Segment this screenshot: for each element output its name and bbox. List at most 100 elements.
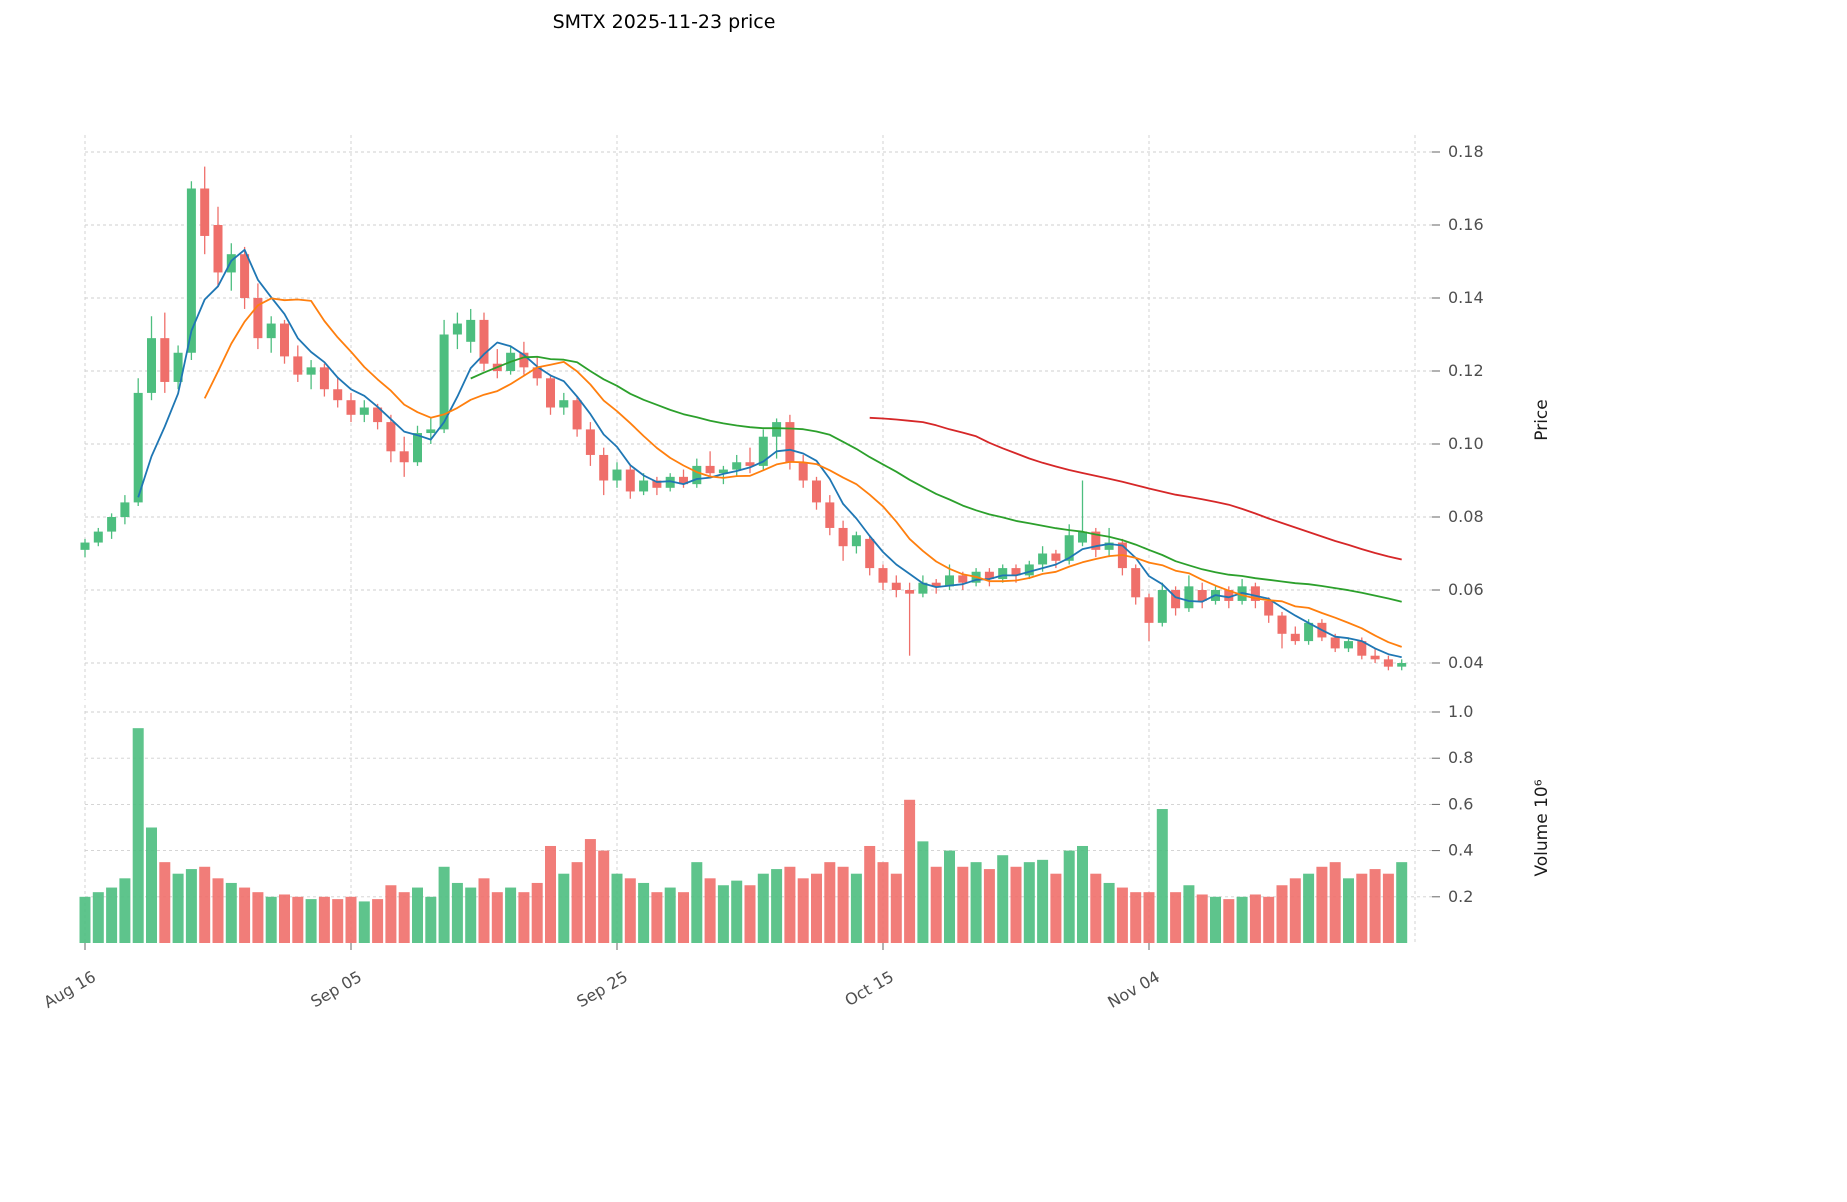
- volume-bar-down: [784, 866, 796, 943]
- candle-up: [1157, 590, 1167, 623]
- volume-bar-up: [451, 882, 463, 943]
- volume-bar-down: [292, 896, 304, 943]
- volume-bar-down: [1382, 873, 1394, 943]
- candle-up: [466, 319, 476, 342]
- candle-up: [732, 462, 742, 470]
- volume-bar-down: [1289, 878, 1301, 943]
- candle-down: [319, 367, 329, 390]
- volume-bar-up: [119, 878, 131, 943]
- volume-bar-down: [1369, 869, 1381, 943]
- volume-bar-down: [811, 873, 822, 943]
- volume-bar-down: [1143, 892, 1155, 943]
- candle-down: [865, 538, 875, 569]
- volume-bar-up: [757, 873, 769, 943]
- volume-bar-up: [1063, 850, 1075, 943]
- volume-bar-down: [385, 885, 397, 943]
- volume-bar-down: [571, 862, 583, 943]
- volume-bar-down: [1050, 873, 1062, 943]
- volume-bar-down: [890, 873, 902, 943]
- candle-up: [772, 422, 782, 437]
- volume-bar-up: [79, 896, 91, 943]
- volume-axis-label: Volume 10⁶: [1532, 779, 1552, 876]
- candle-up: [758, 436, 768, 466]
- volume-bar-down: [279, 894, 290, 943]
- volume-bar-down: [372, 899, 384, 943]
- candle-down: [333, 389, 343, 401]
- volume-bar-down: [531, 882, 543, 943]
- candle-up: [173, 352, 183, 382]
- volume-bar-down: [1329, 862, 1341, 943]
- volume-bar-up: [970, 862, 982, 943]
- ma-line-30: [470, 355, 1402, 603]
- price-tick-label: 0.08: [1448, 507, 1484, 526]
- volume-bar-up: [185, 869, 197, 943]
- chart-title: SMTX 2025-11-23 price: [553, 11, 776, 33]
- volume-bar-up: [771, 869, 783, 943]
- candle-down: [532, 367, 542, 379]
- ma-line-60: [869, 416, 1402, 561]
- candle-down: [785, 422, 795, 463]
- candle-down: [1290, 633, 1300, 642]
- candle-down: [878, 568, 888, 583]
- volume-bar-up: [558, 873, 570, 943]
- date-tick-label: Sep 25: [573, 967, 631, 1011]
- candle-down: [838, 527, 848, 547]
- candle-down: [479, 319, 489, 364]
- volume-tick-label: 0.6: [1448, 794, 1473, 813]
- price-tick-label: 0.18: [1448, 142, 1484, 161]
- volume-bar-up: [1077, 845, 1088, 943]
- date-tick-label: Aug 16: [40, 967, 99, 1012]
- volume-bar-up: [132, 728, 144, 943]
- candle-up: [133, 392, 143, 503]
- volume-bar-down: [651, 892, 663, 943]
- volume-bar-down: [1276, 885, 1288, 943]
- volume-bar-up: [691, 862, 703, 943]
- candle-up: [359, 407, 369, 415]
- candle-down: [1011, 568, 1021, 576]
- volume-tick-label: 0.2: [1448, 887, 1473, 906]
- candle-down: [1250, 586, 1260, 601]
- candle-down: [599, 454, 609, 481]
- candle-down: [213, 225, 223, 273]
- volume-bar-up: [1236, 896, 1248, 943]
- candle-down: [1051, 553, 1061, 561]
- volume-bar-up: [92, 892, 104, 943]
- candle-down: [200, 188, 210, 236]
- candle-up: [426, 429, 436, 434]
- volume-bar-up: [1396, 862, 1408, 943]
- volume-bar-up: [465, 887, 477, 943]
- candle-down: [891, 582, 901, 590]
- candle-up: [1078, 531, 1087, 543]
- candle-up: [80, 542, 90, 550]
- candle-up: [266, 323, 276, 339]
- candle-down: [1357, 641, 1367, 656]
- volume-bar-down: [877, 862, 889, 943]
- volume-bar-up: [944, 850, 955, 943]
- volume-bar-down: [1263, 896, 1275, 943]
- volume-tick-label: 1.0: [1448, 702, 1473, 721]
- candle-up: [186, 188, 196, 353]
- volume-bar-down: [837, 866, 849, 943]
- candle-down: [572, 400, 582, 430]
- volume-bar-down: [1130, 892, 1142, 943]
- ma-line-5: [137, 248, 1402, 659]
- volume-bar-down: [545, 845, 556, 943]
- candle-down: [253, 298, 263, 339]
- volume-bar-down: [797, 878, 809, 943]
- candle-down: [745, 462, 755, 466]
- ma-line-10: [203, 297, 1402, 648]
- candle-up: [639, 480, 649, 492]
- volume-bar-up: [305, 899, 317, 943]
- price-tick-label: 0.16: [1448, 215, 1484, 234]
- price-tick-label: 0.10: [1448, 434, 1484, 453]
- volume-bar-down: [491, 892, 503, 943]
- price-tick-label: 0.14: [1448, 288, 1484, 307]
- candle-down: [1197, 590, 1207, 601]
- volume-bar-up: [146, 827, 157, 943]
- volume-tick-label: 0.8: [1448, 748, 1473, 767]
- candle-down: [1171, 590, 1181, 609]
- candle-down: [1091, 531, 1101, 550]
- volume-bar-up: [1210, 896, 1221, 943]
